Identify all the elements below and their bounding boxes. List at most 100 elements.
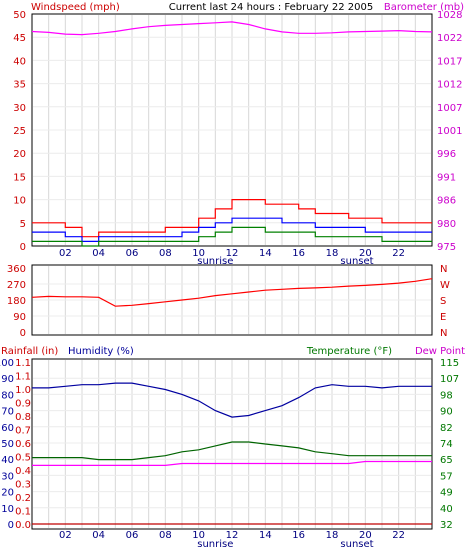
barometer-tick-6: 996 xyxy=(437,149,456,160)
rainfall-tick-0: 1.1 xyxy=(15,358,31,369)
rainfall-tick-7: 0.5 xyxy=(15,453,31,464)
humidity-tick-2: 80 xyxy=(1,390,14,401)
humidity-tick-1: 90 xyxy=(1,374,14,385)
windspeed-tick-10: 0 xyxy=(20,242,26,253)
barometer-tick-10: 975 xyxy=(437,242,456,253)
rainfall-tick-11: 0.1 xyxy=(15,507,31,518)
wind-x-tick-0: 02 xyxy=(59,248,72,259)
rainfall-tick-6: 0.6 xyxy=(15,439,31,450)
rainfall-tick-1: 1.1 xyxy=(15,372,31,383)
humidity-tick-8: 20 xyxy=(1,488,14,499)
direction-tick-0: 360 xyxy=(7,264,26,275)
barometer-axis-label: Barometer (mb) xyxy=(384,2,464,13)
temperature-tick-2: 98 xyxy=(440,390,453,401)
compass-tick-1: W xyxy=(440,280,450,291)
rainfall-tick-8: 0.4 xyxy=(15,466,31,477)
wind-x-tick-7: 16 xyxy=(292,248,305,259)
direction-tick-1: 270 xyxy=(7,280,26,291)
temp-x-tick-4: 10 xyxy=(192,530,205,541)
windspeed-tick-2: 40 xyxy=(13,56,26,67)
barometer-tick-0: 1028 xyxy=(437,10,462,21)
compass-tick-2: S xyxy=(440,296,446,307)
wind-x-tick-3: 08 xyxy=(159,248,172,259)
compass-tick-0: N xyxy=(440,264,447,275)
wind-x-tick-2: 06 xyxy=(126,248,139,259)
rainfall-axis-label: Rainfall (in) xyxy=(1,346,58,357)
humidity-tick-10: 0 xyxy=(8,520,14,531)
temp-marker-sunset: sunset xyxy=(340,539,373,550)
chart-title: Current last 24 hours : February 22 2005 xyxy=(169,2,374,13)
compass-tick-4: N xyxy=(440,328,447,339)
windspeed-tick-7: 15 xyxy=(13,172,26,183)
wind-marker-sunrise: sunrise xyxy=(197,256,233,267)
barometer-tick-3: 1012 xyxy=(437,80,462,91)
rainfall-tick-4: 0.8 xyxy=(15,412,31,423)
windspeed-series-1-line xyxy=(32,217,432,242)
barometer-series-line xyxy=(31,21,433,36)
humidity-tick-3: 70 xyxy=(1,407,14,418)
humidity-tick-6: 40 xyxy=(1,455,14,466)
humidity-tick-4: 60 xyxy=(1,423,14,434)
humidity-series-line xyxy=(32,382,432,418)
temperature-axis-label: Temperature (°F) xyxy=(306,346,392,357)
rainfall-tick-3: 0.9 xyxy=(15,399,31,410)
rainfall-tick-2: 1.0 xyxy=(15,385,31,396)
temp-x-tick-8: 18 xyxy=(326,530,339,541)
windspeed-tick-8: 10 xyxy=(13,196,26,207)
wind-x-tick-1: 04 xyxy=(92,248,105,259)
temperature-series-line xyxy=(32,441,432,461)
wind-x-tick-10: 22 xyxy=(392,248,405,259)
temp-x-tick-3: 08 xyxy=(159,530,172,541)
windspeed-tick-1: 45 xyxy=(13,33,26,44)
temp-marker-sunrise: sunrise xyxy=(197,539,233,550)
temperature-tick-3: 90 xyxy=(440,407,453,418)
windspeed-tick-0: 50 xyxy=(13,10,26,21)
temp-x-tick-5: 12 xyxy=(226,530,239,541)
dew-point-axis-label: Dew Point xyxy=(415,346,465,357)
wind-marker-sunset: sunset xyxy=(340,256,373,267)
dew-point-series-line xyxy=(32,460,432,466)
direction-tick-2: 180 xyxy=(7,296,26,307)
temp-x-tick-7: 16 xyxy=(292,530,305,541)
rainfall-tick-12: 0.0 xyxy=(15,520,31,531)
barometer-tick-7: 991 xyxy=(437,172,456,183)
direction-tick-3: 90 xyxy=(13,312,26,323)
temp-x-tick-9: 20 xyxy=(359,530,372,541)
temperature-tick-8: 49 xyxy=(440,488,453,499)
barometer-tick-2: 1017 xyxy=(437,56,462,67)
wind-x-tick-8: 18 xyxy=(326,248,339,259)
temp-x-tick-6: 14 xyxy=(259,530,272,541)
barometer-tick-9: 980 xyxy=(437,219,456,230)
windspeed-tick-4: 30 xyxy=(13,103,26,114)
wind-x-tick-9: 20 xyxy=(359,248,372,259)
temperature-tick-7: 57 xyxy=(440,471,453,482)
windspeed-tick-9: 5 xyxy=(20,219,26,230)
temp-x-tick-0: 02 xyxy=(59,530,72,541)
rainfall-tick-9: 0.3 xyxy=(15,480,31,491)
temperature-tick-6: 65 xyxy=(440,455,453,466)
windspeed-tick-6: 20 xyxy=(13,149,26,160)
temperature-tick-0: 115 xyxy=(440,358,459,369)
rainfall-tick-5: 0.7 xyxy=(15,426,31,437)
wind-x-tick-5: 12 xyxy=(226,248,239,259)
compass-tick-3: E xyxy=(440,312,446,323)
rainfall-tick-10: 0.2 xyxy=(15,493,31,504)
humidity-tick-9: 10 xyxy=(1,504,14,515)
wind-x-tick-4: 10 xyxy=(192,248,205,259)
barometer-tick-5: 1001 xyxy=(437,126,462,137)
wind-x-tick-6: 14 xyxy=(259,248,272,259)
barometer-tick-8: 986 xyxy=(437,196,456,207)
barometer-tick-4: 1007 xyxy=(437,103,462,114)
humidity-tick-5: 50 xyxy=(1,439,14,450)
temperature-tick-1: 107 xyxy=(440,374,459,385)
temperature-tick-5: 74 xyxy=(440,439,453,450)
windspeed-tick-3: 35 xyxy=(13,80,26,91)
barometer-tick-1: 1022 xyxy=(437,33,462,44)
temp-x-tick-1: 04 xyxy=(92,530,105,541)
temperature-tick-9: 40 xyxy=(440,504,453,515)
temp-x-tick-10: 22 xyxy=(392,530,405,541)
humidity-tick-0: 100 xyxy=(0,358,14,369)
windspeed-series-2-line xyxy=(32,226,432,247)
